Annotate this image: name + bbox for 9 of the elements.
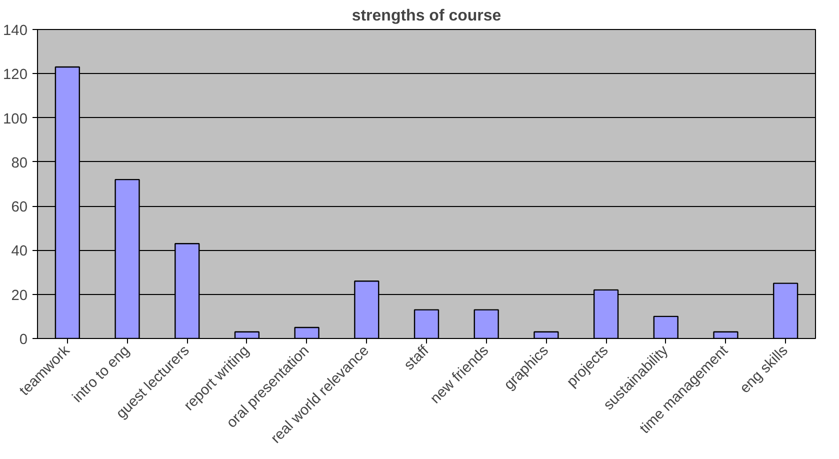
y-tick-label: 80 [11,155,28,172]
y-tick-label: 140 [3,23,28,39]
y-tick-label: 20 [11,288,28,304]
y-tick-label: 60 [11,200,28,216]
y-tick-label: 100 [3,111,28,128]
y-tick-label: 40 [11,244,28,260]
y-tick-label: 0 [19,332,28,348]
chart-title: strengths of course [352,8,502,24]
y-tick-label: 120 [3,67,28,84]
